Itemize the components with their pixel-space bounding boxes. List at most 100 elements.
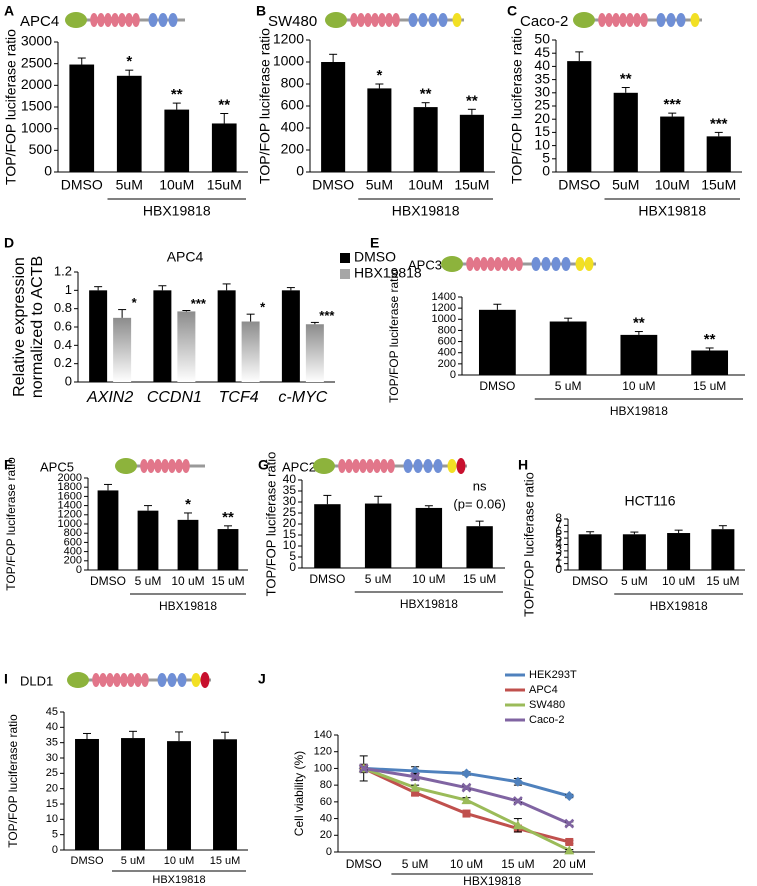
y-tick-label: 1200 — [58, 509, 82, 521]
x-tick-label: DMSO — [61, 177, 103, 193]
bar — [113, 317, 132, 382]
domain-blue — [428, 13, 438, 27]
y-tick-label: 2000 — [58, 472, 82, 484]
domain-blue — [666, 13, 676, 27]
marker — [411, 788, 420, 797]
y-axis-label: TOP/FOP luciferase ratio — [521, 472, 536, 617]
y-tick-label: 20 — [46, 783, 58, 795]
y-axis-label: TOP/FOP luciferase ratio — [509, 28, 525, 184]
chart-title: APC2 — [282, 459, 316, 474]
bar — [137, 510, 159, 570]
chart-title: APC5 — [40, 459, 74, 474]
x-tick-label: 15uM — [207, 177, 242, 193]
y-axis-label: TOP/FOP luciferase ratio — [263, 452, 278, 597]
y-tick-label: 0 — [44, 163, 52, 179]
y-axis-label: Cell viability (%) — [292, 751, 306, 836]
x-tick-label: 10 uM — [412, 572, 445, 586]
panel-letter: A — [4, 3, 14, 19]
y-tick-label: 2 — [555, 549, 562, 563]
domain-pink — [619, 13, 627, 27]
y-tick-label: 400 — [281, 119, 305, 135]
bar — [116, 75, 142, 172]
domain-yellow — [690, 13, 700, 27]
y-tick-label: 500 — [29, 141, 53, 157]
group-label: HBX19818 — [152, 874, 205, 886]
y-axis-label: TOP/FOP luciferase ratio — [3, 29, 19, 185]
domain-green — [313, 458, 335, 474]
y-tick-label: 1400 — [432, 291, 456, 303]
y-tick-label: 35 — [534, 70, 550, 86]
domain-pink — [626, 13, 634, 27]
y-tick-label: 400 — [64, 546, 82, 558]
x-tick-label: 10 uM — [662, 574, 695, 588]
group-label: HBX19818 — [159, 599, 217, 613]
y-axis-label: TOP/FOP luciferase ratio — [4, 457, 18, 591]
panel-letter: H — [518, 457, 528, 473]
legend-swatch — [340, 269, 350, 279]
x-tick-label: 5 uM — [365, 572, 392, 586]
y-tick-label: 400 — [438, 347, 456, 359]
bar — [75, 738, 99, 850]
x-tick-label: 15 uM — [211, 574, 244, 588]
x-tick-label: 15uM — [454, 177, 489, 193]
bar — [177, 311, 196, 382]
y-tick-label: 800 — [64, 527, 82, 539]
significance-label: ** — [171, 86, 183, 103]
domain-pink — [473, 257, 481, 271]
domain-yellow — [191, 673, 201, 687]
x-tick-label: TCF4 — [219, 389, 259, 406]
y-tick-label: 0 — [450, 369, 456, 381]
x-tick-label: 10 uM — [450, 857, 483, 871]
y-tick-label: 0 — [326, 846, 332, 858]
bar — [69, 64, 95, 172]
bar — [706, 136, 731, 172]
domain-blue — [531, 257, 541, 271]
x-tick-label: 10 uM — [622, 379, 655, 393]
domain-pink — [385, 13, 393, 27]
x-tick-label: AXIN2 — [86, 389, 133, 406]
chart-title: HCT116 — [624, 493, 675, 509]
y-tick-label: 7 — [555, 518, 562, 532]
significance-label: *** — [191, 296, 207, 311]
domain-pink — [104, 13, 112, 27]
chart-title: APC4 — [20, 13, 59, 30]
domain-pink — [97, 13, 105, 27]
domain-pink — [364, 13, 372, 27]
bar — [97, 490, 119, 570]
y-tick-label: 25 — [534, 97, 550, 113]
y-tick-label: 35 — [46, 737, 58, 749]
significance-label: * — [185, 496, 191, 513]
y-tick-label: 20 — [283, 516, 297, 530]
y-tick-label: 35 — [283, 483, 297, 497]
bar — [281, 290, 300, 382]
y-tick-label: 0.2 — [54, 355, 72, 370]
domain-pink — [147, 459, 155, 473]
domain-pink — [175, 459, 183, 473]
y-tick-label: 100 — [314, 762, 332, 774]
x-tick-label: 5 uM — [621, 574, 648, 588]
marker — [564, 845, 575, 855]
y-tick-label: 1 — [555, 556, 562, 570]
y-tick-label: 3 — [555, 543, 562, 557]
domain-pink — [350, 13, 358, 27]
bar — [711, 529, 735, 570]
x-tick-label: DMSO — [346, 857, 382, 871]
domain-green — [115, 458, 137, 474]
bar — [578, 534, 602, 570]
group-label: HBX19818 — [463, 874, 521, 886]
domain-pink — [371, 13, 379, 27]
bar — [549, 321, 587, 375]
chart-title: Caco-2 — [520, 13, 568, 30]
y-tick-label: 10 — [283, 538, 297, 552]
x-tick-label: 5uM — [116, 177, 143, 193]
bar — [164, 109, 190, 172]
bar — [177, 519, 199, 570]
marker — [512, 820, 523, 830]
domain-blue — [148, 13, 158, 27]
domain-green — [65, 12, 87, 28]
x-tick-label: DMSO — [90, 574, 126, 588]
legend-label: DMSO — [354, 249, 396, 265]
domain-pink — [345, 459, 353, 473]
y-tick-label: 30 — [283, 494, 297, 508]
